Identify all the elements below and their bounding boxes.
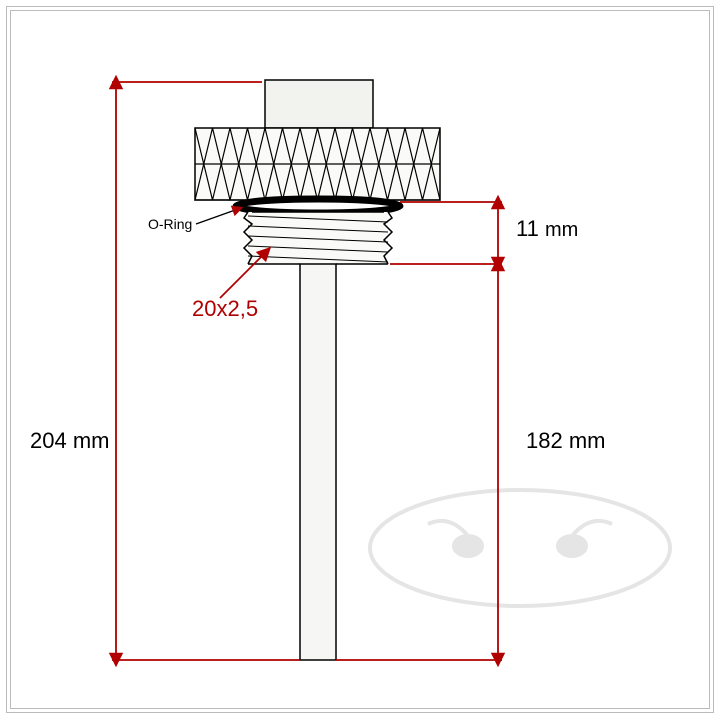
dim-thread-spec-label: 20x2,5 — [192, 296, 258, 322]
dim-total-height-label: 204 mm — [30, 428, 110, 454]
part-thread — [244, 212, 392, 264]
dim-stem-height-label: 182 mm — [526, 428, 606, 454]
dim-stem-height — [336, 264, 502, 660]
part-top-block — [265, 80, 373, 128]
technical-drawing — [0, 0, 720, 719]
dim-thread-height — [400, 202, 502, 264]
dim-thread-height-label: 11 mm — [516, 216, 578, 242]
dim-thread-spec-arrow — [220, 252, 266, 298]
part-o-ring — [236, 199, 400, 213]
part-stem — [300, 264, 336, 660]
label-oring-arrow — [196, 209, 238, 224]
label-oring: O-Ring — [148, 216, 192, 232]
